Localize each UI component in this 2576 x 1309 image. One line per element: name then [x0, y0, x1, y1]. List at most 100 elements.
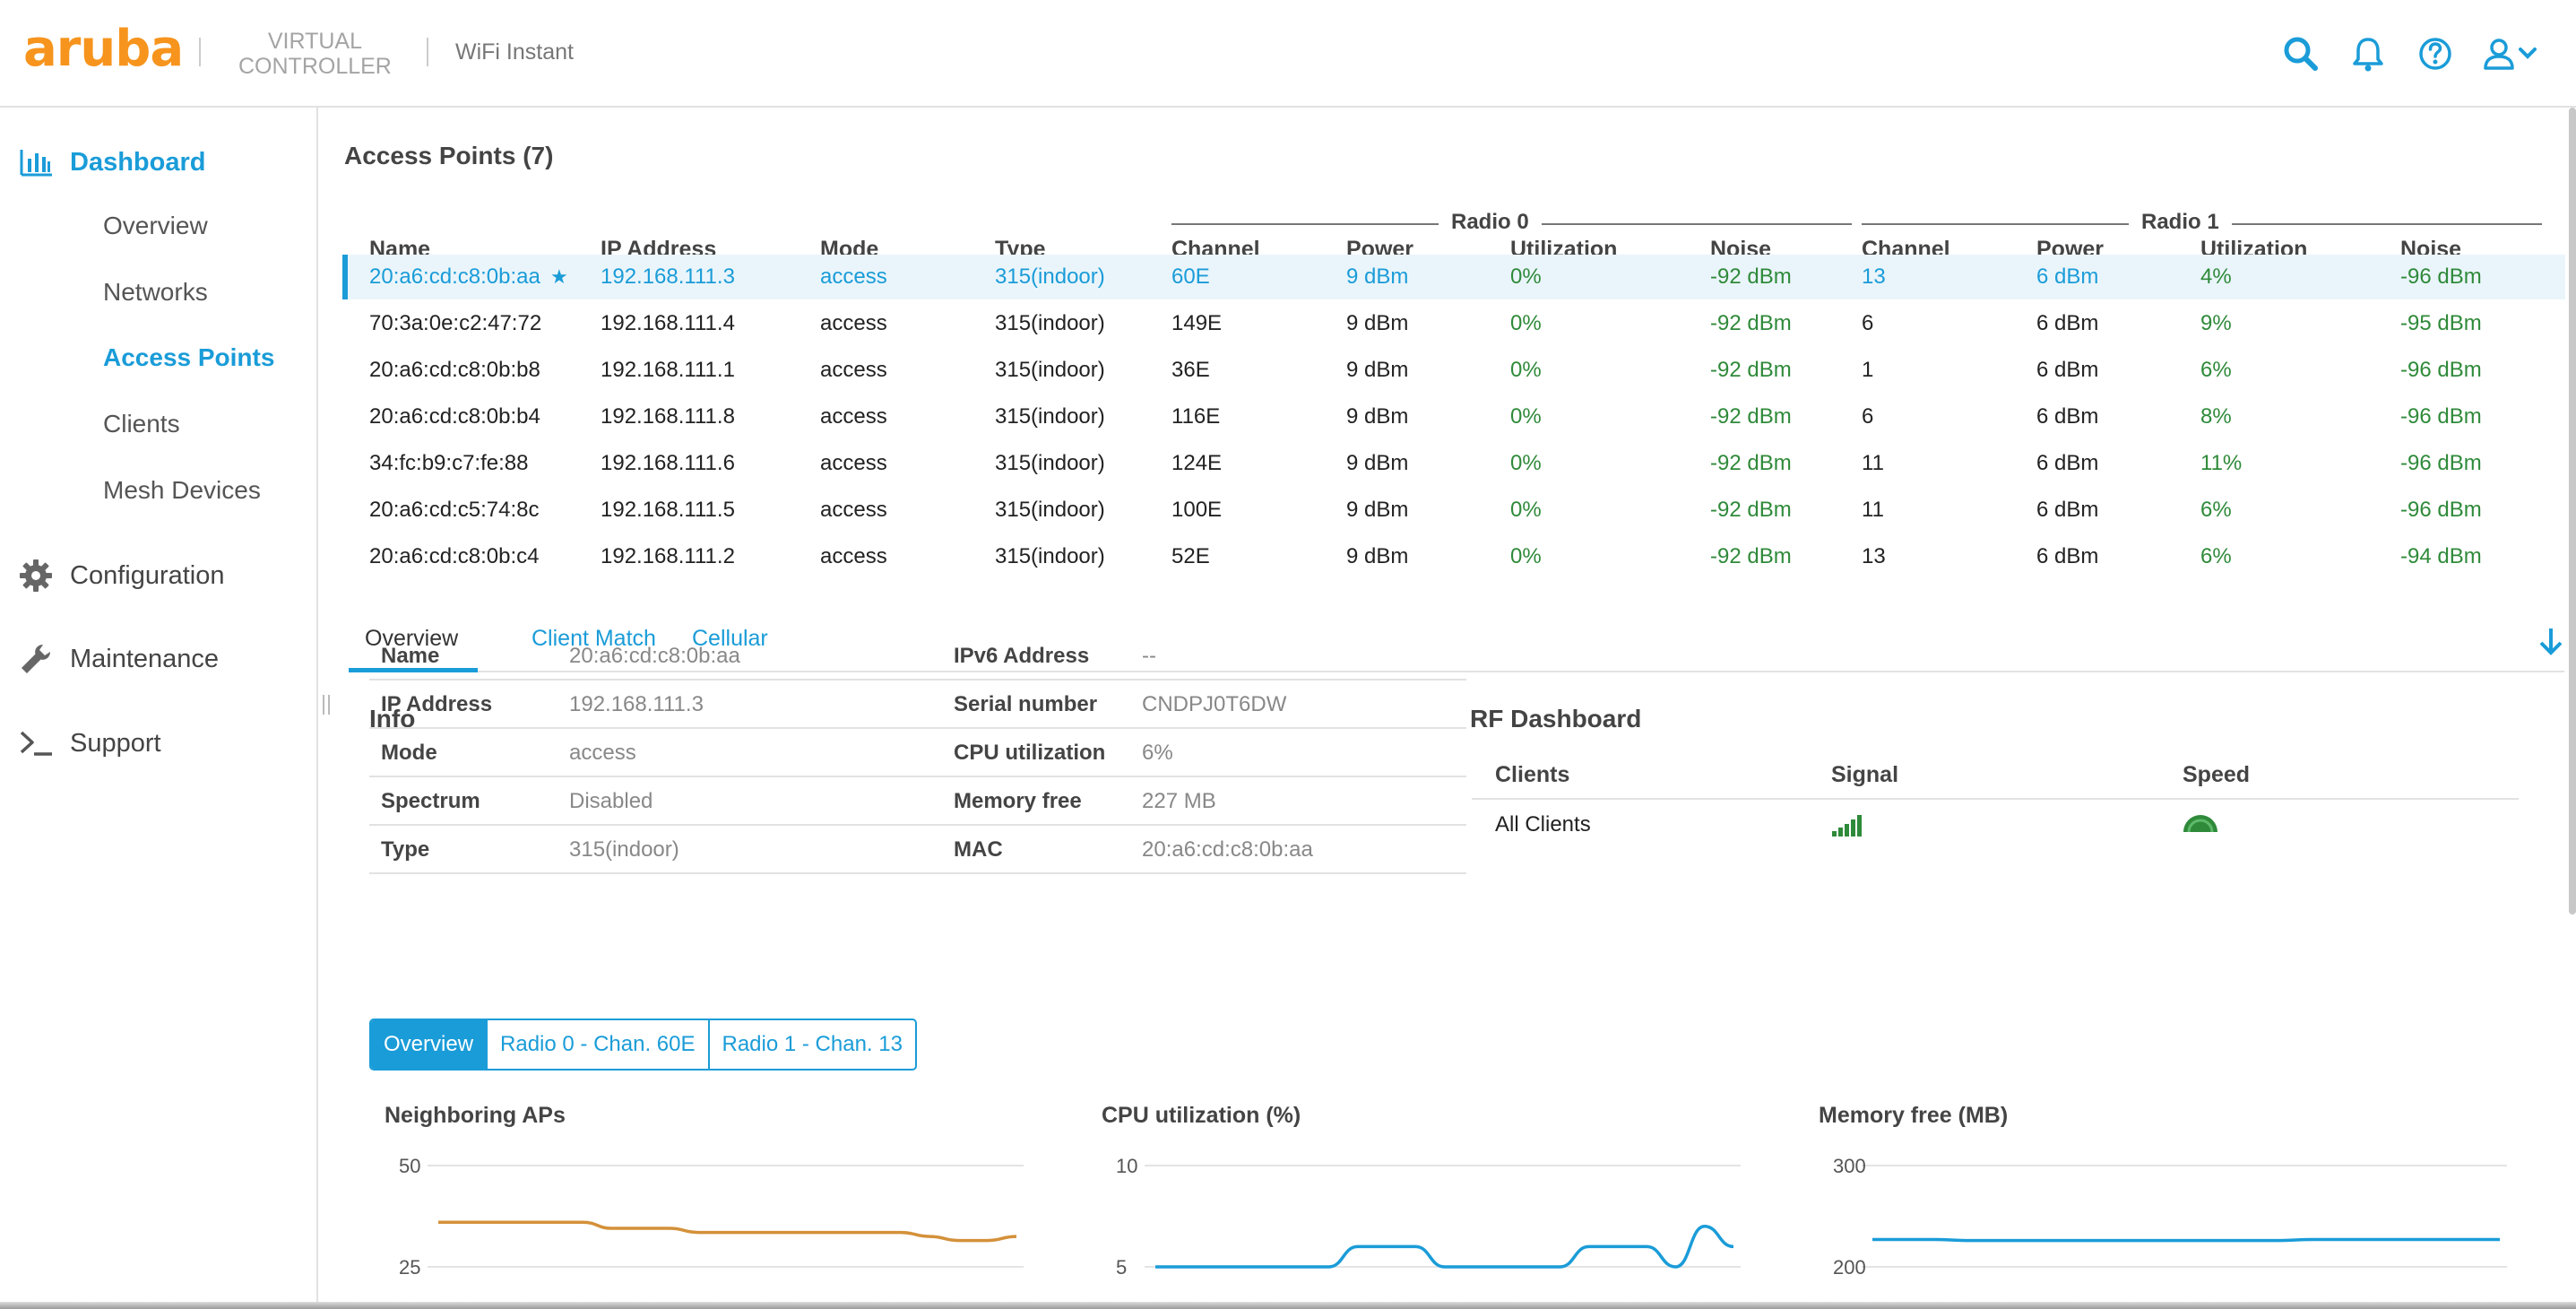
- vertical-scrollbar[interactable]: [2569, 108, 2576, 915]
- info-row: Name 20:a6:cd:c8:0b:aa IPv6 Address --: [369, 632, 1466, 681]
- table-cell: 9 dBm: [1346, 311, 1409, 335]
- table-cell: -92 dBm: [1710, 264, 1792, 289]
- aruba-logo[interactable]: aruba: [23, 20, 184, 78]
- info-row: Spectrum Disabled Memory free 227 MB: [369, 777, 1466, 826]
- table-row[interactable]: 20:a6:cd:c8:0b:c4 192.168.111.2 access 315(…: [342, 534, 2565, 579]
- nav-access-points[interactable]: Access Points: [103, 343, 275, 371]
- info-value: 6%: [1142, 741, 1173, 765]
- star-icon: ★: [550, 265, 568, 288]
- nav-overview[interactable]: Overview: [103, 212, 208, 239]
- info-row: Type 315(indoor) MAC 20:a6:cd:c8:0b:aa: [369, 826, 1466, 874]
- info-value: 227 MB: [1142, 789, 1216, 813]
- chart-view-switch: Overview Radio 0 - Chan. 60E Radio 1 - C…: [369, 1019, 917, 1071]
- info-label: Serial number: [954, 692, 1098, 716]
- nav-configuration[interactable]: Configuration: [18, 553, 225, 598]
- table-cell: 6: [1862, 404, 1874, 429]
- radio1-label: Radio 1: [2129, 210, 2232, 235]
- info-label: CPU utilization: [954, 741, 1106, 765]
- nav-clients[interactable]: Clients: [103, 410, 180, 438]
- rf-divider: [1472, 798, 2519, 800]
- table-cell: -96 dBm: [2400, 451, 2482, 475]
- nav-mesh-devices[interactable]: Mesh Devices: [103, 476, 261, 504]
- table-cell: 9 dBm: [1346, 264, 1409, 289]
- table-cell: 6%: [2200, 358, 2232, 382]
- table-cell: access: [820, 404, 887, 429]
- nav-maintenance[interactable]: Maintenance: [18, 637, 219, 681]
- nav-dashboard[interactable]: Dashboard: [18, 140, 205, 185]
- table-cell: 192.168.111.5: [601, 498, 735, 522]
- table-row[interactable]: 20:a6:cd:c8:0b:b4 192.168.111.8 access 315(…: [342, 394, 2565, 439]
- table-cell: 0%: [1510, 404, 1542, 429]
- table-row[interactable]: 20:a6:cd:c8:0b:b8 192.168.111.1 access 315(…: [342, 348, 2565, 393]
- main-content: Access Points (7) Radio 0 Radio 1 Name I…: [320, 108, 2572, 1309]
- series-line: [1154, 1225, 1734, 1269]
- seg-radio0[interactable]: Radio 0 - Chan. 60E: [488, 1020, 710, 1069]
- nav-support[interactable]: Support: [18, 721, 161, 766]
- info-label: IP Address: [381, 692, 493, 716]
- table-cell: 315(indoor): [995, 311, 1105, 335]
- table-cell: 315(indoor): [995, 404, 1105, 429]
- table-cell: 192.168.111.2: [601, 544, 735, 568]
- seg-overview[interactable]: Overview: [371, 1020, 488, 1069]
- table-cell: 20:a6:cd:c8:0b:aa: [369, 264, 540, 289]
- series-line: [1872, 1237, 2500, 1243]
- table-cell: 6 dBm: [2036, 498, 2099, 522]
- search-icon[interactable]: [2281, 34, 2321, 74]
- help-icon[interactable]: [2416, 34, 2455, 74]
- table-cell: 192.168.111.4: [601, 311, 735, 335]
- table-cell: 11: [1862, 451, 1884, 475]
- arrow-down-icon[interactable]: [2537, 626, 2564, 656]
- table-cell: -96 dBm: [2400, 264, 2482, 289]
- top-header: aruba VIRTUAL CONTROLLER WiFi Instant: [0, 0, 2576, 108]
- table-cell: 11%: [2200, 451, 2243, 475]
- table-cell: -92 dBm: [1710, 451, 1792, 475]
- info-value: 315(indoor): [569, 837, 679, 862]
- table-cell: 4%: [2200, 264, 2232, 289]
- user-menu-icon[interactable]: [2481, 34, 2540, 74]
- table-cell: 60E: [1171, 264, 1210, 289]
- table-cell: 0%: [1510, 498, 1542, 522]
- memory-free-chart: 300 200: [1833, 1155, 2507, 1279]
- table-cell: access: [820, 311, 887, 335]
- rf-all-clients[interactable]: All Clients: [1495, 812, 1591, 837]
- header-divider: [427, 38, 428, 66]
- nav-dashboard-label: Dashboard: [70, 147, 206, 177]
- table-cell: 9%: [2200, 311, 2232, 335]
- table-cell: 0%: [1510, 451, 1542, 475]
- table-cell: 11: [1862, 498, 1884, 522]
- table-cell: 52E: [1171, 544, 1210, 568]
- table-cell: 315(indoor): [995, 358, 1105, 382]
- table-row[interactable]: 20:a6:cd:c5:74:8c 192.168.111.5 access 315(…: [342, 488, 2565, 533]
- rf-col-signal: Signal: [1831, 762, 1899, 787]
- y-tick-label: 5: [1116, 1256, 1127, 1279]
- info-value: Disabled: [569, 789, 653, 813]
- table-cell: access: [820, 544, 887, 568]
- panel-resize-handle[interactable]: [323, 695, 330, 715]
- info-value: access: [569, 741, 636, 765]
- table-cell: 315(indoor): [995, 498, 1105, 522]
- table-row[interactable]: 20:a6:cd:c8:0b:aa ★ 192.168.111.3 access 315…: [342, 255, 2565, 299]
- tab-overview[interactable]: Overview: [365, 626, 459, 651]
- rf-col-speed: Speed: [2183, 762, 2251, 787]
- table-cell: 9 dBm: [1346, 498, 1409, 522]
- tab-cellular[interactable]: Cellular: [692, 626, 768, 651]
- info-label: IPv6 Address: [954, 644, 1090, 668]
- active-tab-indicator: [349, 668, 478, 672]
- info-value: 20:a6:cd:c8:0b:aa: [1142, 837, 1313, 862]
- table-cell: 6 dBm: [2036, 358, 2099, 382]
- bell-icon[interactable]: [2348, 34, 2388, 74]
- table-row[interactable]: 34:fc:b9:c7:fe:88 192.168.111.6 access 315(…: [342, 441, 2565, 486]
- table-cell: 315(indoor): [995, 451, 1105, 475]
- table-cell: 34:fc:b9:c7:fe:88: [369, 451, 529, 475]
- info-value: 20:a6:cd:c8:0b:aa: [569, 644, 740, 668]
- nav-networks[interactable]: Networks: [103, 278, 208, 306]
- seg-radio1[interactable]: Radio 1 - Chan. 13: [722, 1032, 903, 1056]
- info-row: IP Address 192.168.111.3 Serial number CNDP…: [369, 681, 1466, 729]
- radio0-group-header: Radio 0: [1171, 210, 1852, 237]
- table-cell: access: [820, 451, 887, 475]
- tab-client-match[interactable]: Client Match: [532, 626, 656, 651]
- product-name: WiFi Instant: [455, 39, 574, 65]
- y-tick-label: 10: [1116, 1155, 1137, 1177]
- table-cell: 20:a6:cd:c8:0b:b8: [369, 358, 540, 382]
- table-row[interactable]: 70:3a:0e:c2:47:72 192.168.111.4 access 315(…: [342, 301, 2565, 346]
